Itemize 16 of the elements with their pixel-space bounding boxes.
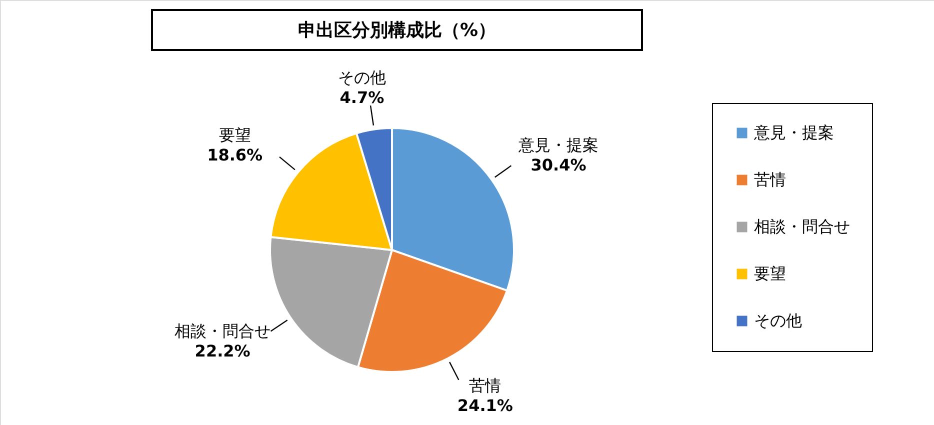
legend-label: 意見・提案 [753,123,834,142]
slice-label: 苦情 [469,376,502,395]
chart-title: 申出区分別構成比（%） [298,20,496,41]
data-label: 18.6% [207,145,263,164]
slice-label: 要望 [218,125,251,144]
slice-label: 相談・問合せ [174,321,271,340]
legend-label: 苦情 [754,170,786,189]
slice-label: その他 [338,68,386,87]
slice-label: 意見・提案 [518,135,599,154]
legend-label: 要望 [754,264,786,283]
data-label: 4.7% [340,88,384,107]
data-label: 24.1% [457,396,513,415]
legend-label: その他 [754,311,802,330]
data-label: 30.4% [530,155,586,174]
legend-label: 相談・問合せ [754,217,850,236]
data-label: 22.2% [194,341,250,360]
